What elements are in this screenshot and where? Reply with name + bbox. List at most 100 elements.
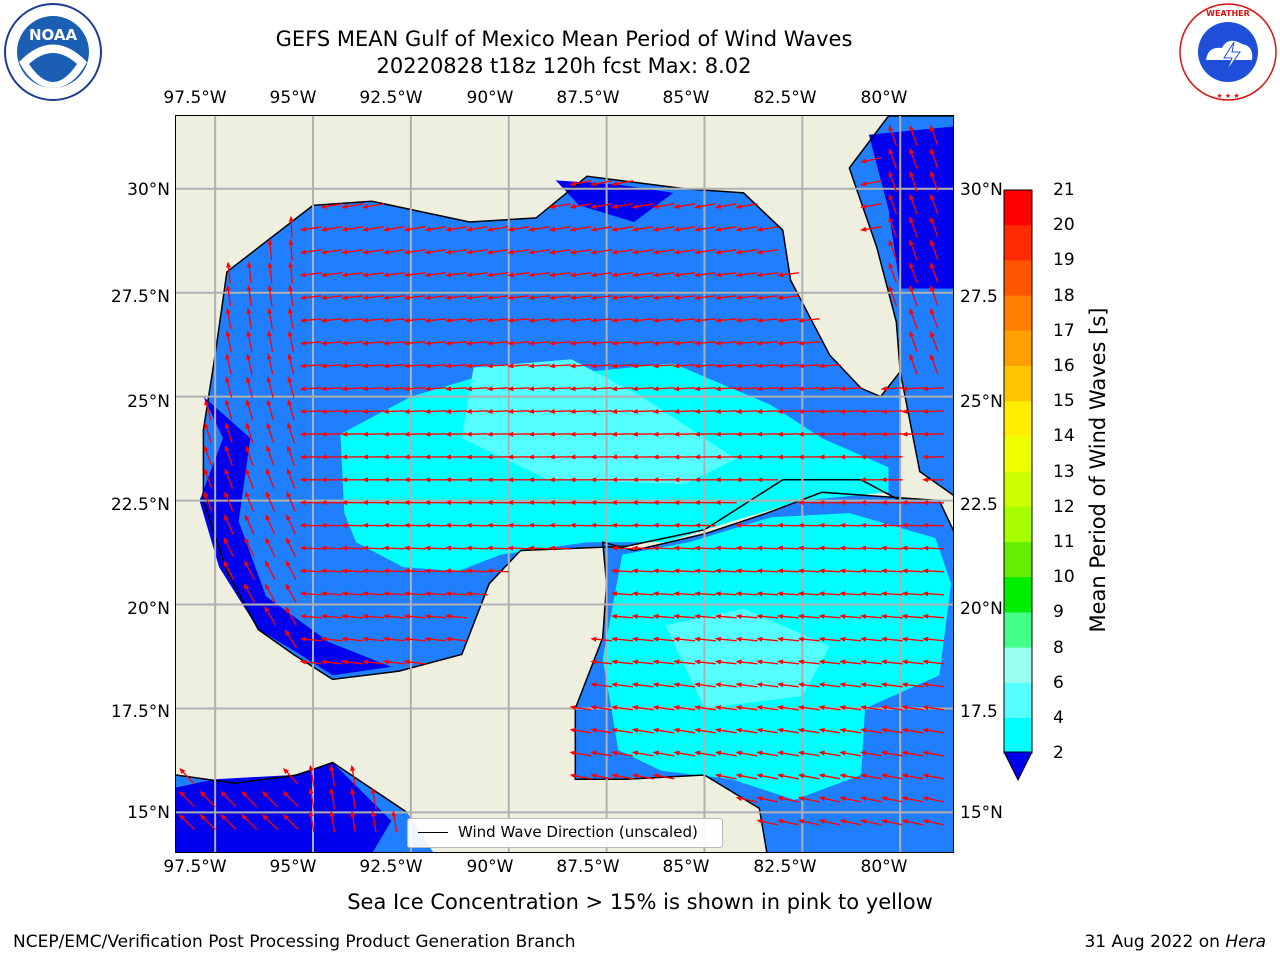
- wave-direction-arrow: [880, 477, 903, 483]
- wave-direction-arrow: [673, 682, 696, 688]
- wave-direction-arrow: [860, 682, 882, 688]
- wave-direction-arrow: [888, 170, 898, 192]
- wave-direction-arrow: [299, 340, 322, 346]
- wave-direction-arrow: [631, 773, 654, 780]
- wave-direction-arrow: [631, 568, 654, 574]
- wave-direction-arrow: [880, 705, 903, 711]
- wave-direction-arrow: [225, 376, 233, 398]
- wave-direction-arrow: [465, 226, 488, 232]
- wave-direction-arrow: [527, 477, 550, 483]
- wave-direction-arrow: [839, 500, 862, 506]
- wave-direction-arrow: [930, 147, 939, 169]
- wave-direction-arrow: [652, 591, 675, 597]
- colorbar-swatch: [1004, 260, 1032, 297]
- wave-direction-arrow: [797, 727, 820, 734]
- wave-direction-arrow: [930, 125, 939, 146]
- wave-direction-arrow: [735, 522, 758, 528]
- wave-direction-arrow: [382, 477, 405, 483]
- wave-direction-arrow: [403, 386, 426, 392]
- wave-direction-arrow: [735, 727, 758, 734]
- wave-direction-arrow: [590, 477, 613, 483]
- wave-direction-arrow: [382, 249, 405, 255]
- lon-tick-label: 97.5°W: [163, 857, 227, 877]
- wave-direction-arrow: [403, 614, 426, 619]
- wave-direction-arrow: [694, 203, 716, 209]
- wave-direction-arrow: [673, 636, 696, 642]
- wave-direction-arrow: [901, 727, 924, 734]
- wave-direction-arrow: [445, 636, 467, 642]
- wave-direction-arrow: [673, 295, 696, 301]
- wave-direction-arrow: [818, 522, 841, 528]
- wave-direction-arrow: [403, 477, 426, 483]
- wave-direction-arrow: [548, 545, 571, 551]
- wave-direction-arrow: [901, 682, 924, 688]
- wave-direction-arrow: [693, 568, 716, 574]
- wave-direction-arrow: [528, 522, 550, 528]
- wave-direction-arrow: [350, 787, 357, 810]
- wave-direction-arrow: [797, 431, 820, 437]
- wave-direction-arrow: [909, 239, 918, 261]
- wave-direction-arrow: [424, 454, 447, 460]
- wave-direction-arrow: [590, 773, 613, 780]
- wave-direction-arrow: [286, 514, 296, 535]
- wave-direction-arrow: [922, 545, 945, 551]
- wave-direction-arrow: [631, 363, 654, 369]
- wave-direction-arrow: [507, 295, 530, 301]
- wave-direction-arrow: [888, 285, 898, 307]
- wave-direction-arrow: [776, 454, 799, 460]
- wave-direction-arrow: [735, 317, 758, 323]
- wave-direction-arrow: [756, 819, 779, 826]
- coastline-segment: [574, 491, 953, 852]
- wave-direction-arrow: [590, 500, 613, 506]
- wave-direction-arrow: [445, 431, 468, 437]
- wave-direction-arrow: [694, 682, 716, 688]
- wave-direction-arrow: [694, 636, 716, 642]
- wave-direction-arrow: [569, 454, 592, 460]
- wave-direction-arrow: [735, 340, 758, 346]
- wave-direction-arrow: [382, 317, 405, 323]
- wave-direction-arrow: [797, 545, 820, 551]
- wave-direction-arrow: [341, 568, 364, 574]
- wave-direction-arrow: [204, 399, 212, 421]
- nws-logo: WEATHER ★ ★ ★: [1179, 3, 1277, 101]
- wave-direction-arrow: [756, 249, 779, 255]
- wave-direction-arrow: [341, 409, 364, 414]
- colorbar-tick-label: 15: [1053, 391, 1075, 412]
- wave-direction-arrow: [341, 636, 364, 642]
- wave-direction-arrow: [930, 285, 939, 307]
- wave-direction-arrow: [776, 568, 799, 574]
- wave-direction-arrow: [262, 791, 278, 808]
- wave-direction-arrow: [569, 773, 592, 780]
- wave-direction-arrow: [223, 537, 234, 558]
- wave-direction-arrow: [445, 409, 467, 414]
- wave-direction-arrow: [694, 614, 716, 619]
- wave-direction-arrow: [735, 431, 758, 437]
- wave-direction-arrow: [341, 545, 364, 551]
- wave-direction-arrow: [370, 810, 377, 833]
- wave-direction-arrow: [694, 226, 716, 232]
- wave-direction-arrow: [507, 363, 530, 369]
- wave-direction-arrow: [246, 330, 253, 353]
- wave-direction-arrow: [673, 431, 696, 437]
- wave-direction-arrow: [403, 659, 426, 665]
- wave-direction-arrow: [839, 386, 862, 392]
- wave-direction-arrow: [818, 591, 841, 597]
- wave-direction-arrow: [756, 659, 779, 665]
- wave-direction-arrow: [776, 363, 799, 369]
- wave-direction-arrow: [839, 568, 862, 574]
- wave-direction-arrow: [246, 307, 253, 330]
- wave-direction-arrow: [756, 454, 779, 460]
- wave-direction-arrow: [245, 376, 253, 398]
- wave-direction-arrow: [507, 226, 530, 232]
- wave-direction-arrow: [486, 295, 509, 301]
- wave-direction-arrow: [631, 705, 654, 711]
- wave-direction-arrow: [631, 522, 654, 528]
- wave-direction-arrow: [797, 682, 820, 688]
- lat-tick-label: 20°N: [127, 599, 170, 619]
- wave-direction-arrow: [735, 363, 758, 369]
- wave-direction-arrow: [859, 477, 882, 483]
- wave-direction-arrow: [403, 591, 426, 597]
- wave-direction-arrow: [631, 591, 654, 597]
- wave-direction-arrow: [569, 477, 592, 483]
- wave-direction-arrow: [241, 814, 258, 830]
